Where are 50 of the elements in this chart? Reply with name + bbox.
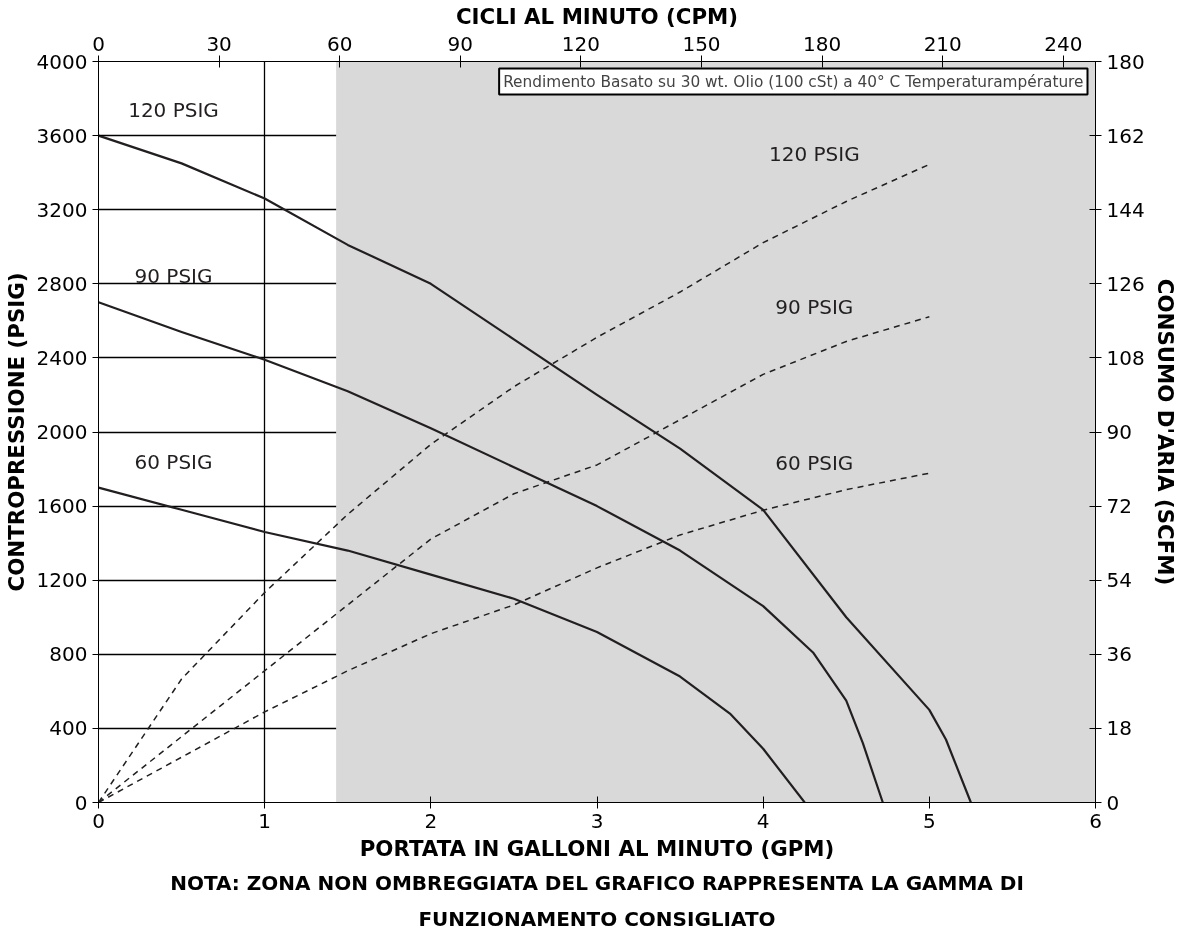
y-tick-label: 1600 <box>36 494 88 519</box>
y2-tick-label: 36 <box>1106 642 1132 667</box>
x2-tick-label: 180 <box>803 31 842 56</box>
x2-tick-label: 30 <box>206 31 232 56</box>
series-label: 60 PSIG <box>775 451 854 476</box>
y-tick-label: 2400 <box>36 345 88 370</box>
series-label: 120 PSIG <box>128 97 219 122</box>
y-tick-label: 0 <box>74 790 88 815</box>
x-tick-label: 2 <box>424 808 438 833</box>
series-label: 60 PSIG <box>134 449 213 474</box>
y-tick-label: 3600 <box>36 123 88 148</box>
series-label: 90 PSIG <box>775 294 854 319</box>
x2-tick-label: 60 <box>326 31 353 56</box>
y2-tick-label: 0 <box>1106 790 1120 815</box>
y2-tick-label: 90 <box>1106 420 1132 444</box>
x2-tick-label: 0 <box>92 31 105 56</box>
y-tick-label: 1200 <box>36 568 88 593</box>
x-tick-label: 3 <box>590 808 604 833</box>
y-tick-label: 4000 <box>36 49 88 74</box>
y2-tick-label: 126 <box>1106 271 1145 296</box>
y-tick-label: 400 <box>49 716 88 741</box>
series-label: 90 PSIG <box>134 264 213 289</box>
y2-tick-label: 108 <box>1106 345 1145 370</box>
y2-tick-label: 144 <box>1106 197 1145 222</box>
y2-tick-label: 162 <box>1106 123 1145 148</box>
x-tick-label: 5 <box>922 808 936 833</box>
y2-tick-label: 18 <box>1106 716 1132 741</box>
y-tick-label: 3200 <box>36 197 88 222</box>
y2-tick-label: 54 <box>1106 568 1132 593</box>
x-axis-title: PORTATA IN GALLONI AL MINUTO (GPM) <box>359 835 835 861</box>
x-tick-label: 6 <box>1089 808 1102 833</box>
y-axis-title: CONTROPRESSIONE (PSIG) <box>3 272 29 592</box>
y2-axis-title: CONSUMO D'ARIA (SCFM) <box>1152 278 1178 586</box>
x-tick-label: 0 <box>92 808 105 833</box>
y-tick-label: 2800 <box>36 271 88 296</box>
annotation: Rendimento Basato su 30 wt. Olio (100 cSt) a 40° C Temperaturampérature <box>503 72 1084 91</box>
text: NOTA: ZONA NON OMBREGGIATA DEL GRAFICO RAPPRESENTA LA GAMMA DI FUNZIONAMENTO CONSIGLIATO <box>170 870 1024 931</box>
x2-tick-label: 120 <box>561 31 601 56</box>
x2-tick-label: 240 <box>1044 31 1083 56</box>
y-tick-label: 800 <box>49 642 88 667</box>
y2-tick-label: 180 <box>1106 49 1145 74</box>
x2-tick-label: 150 <box>682 31 721 56</box>
x-tick-label: 4 <box>756 808 770 833</box>
y2-tick-label: 72 <box>1106 494 1132 519</box>
x-tick-label: 1 <box>258 808 272 833</box>
x2-tick-label: 90 <box>447 31 474 56</box>
x2-axis-title: CICLI AL MINUTO (CPM) <box>455 3 739 29</box>
series-label: 120 PSIG <box>768 142 860 167</box>
x2-tick-label: 210 <box>923 31 962 56</box>
y-tick-label: 2000 <box>36 420 88 444</box>
